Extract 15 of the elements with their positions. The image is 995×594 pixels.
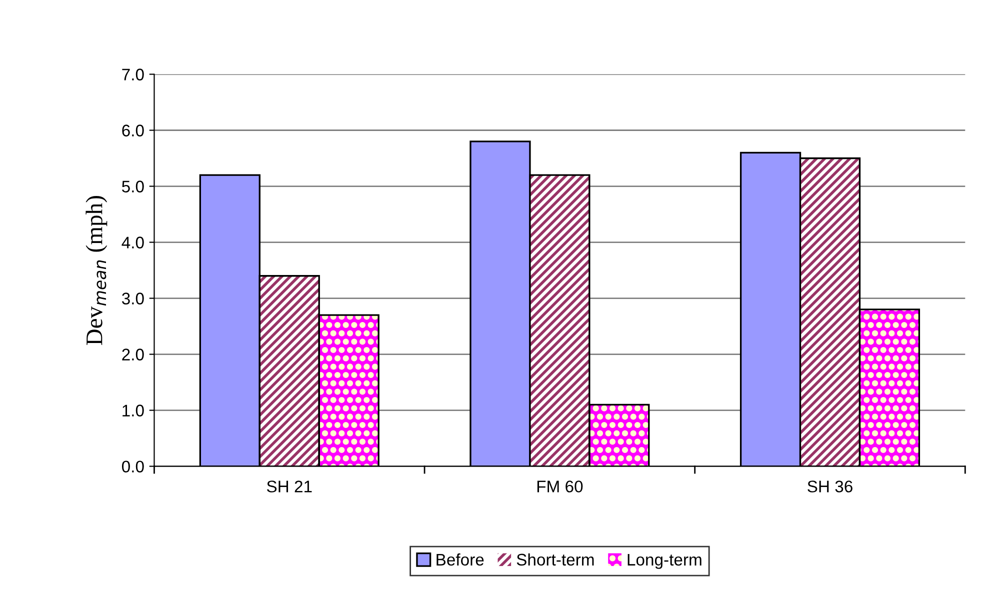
legend-label: Before [436,553,484,566]
y-axis-title: Dev$_{mean}$ (mph) [86,196,108,346]
y-tick-label: 5.0 [122,180,144,192]
legend-label: Long-term [628,554,702,569]
y-tick-label: 7.0 [122,68,144,80]
x-tick-label: SH 36 [808,480,852,492]
y-tick-label: 1.0 [122,404,144,416]
x-tick-label: FM 60 [537,480,583,492]
y-tick-label: 6.0 [122,124,144,136]
legend-label: Short-term [516,553,594,566]
y-tick-label: 0.0 [122,460,144,472]
x-tick-label: SH 21 [266,480,312,492]
y-tick-label: 4.0 [122,236,144,248]
y-tick-label: 2.0 [122,348,144,360]
y-tick-label: 3.0 [122,292,144,304]
